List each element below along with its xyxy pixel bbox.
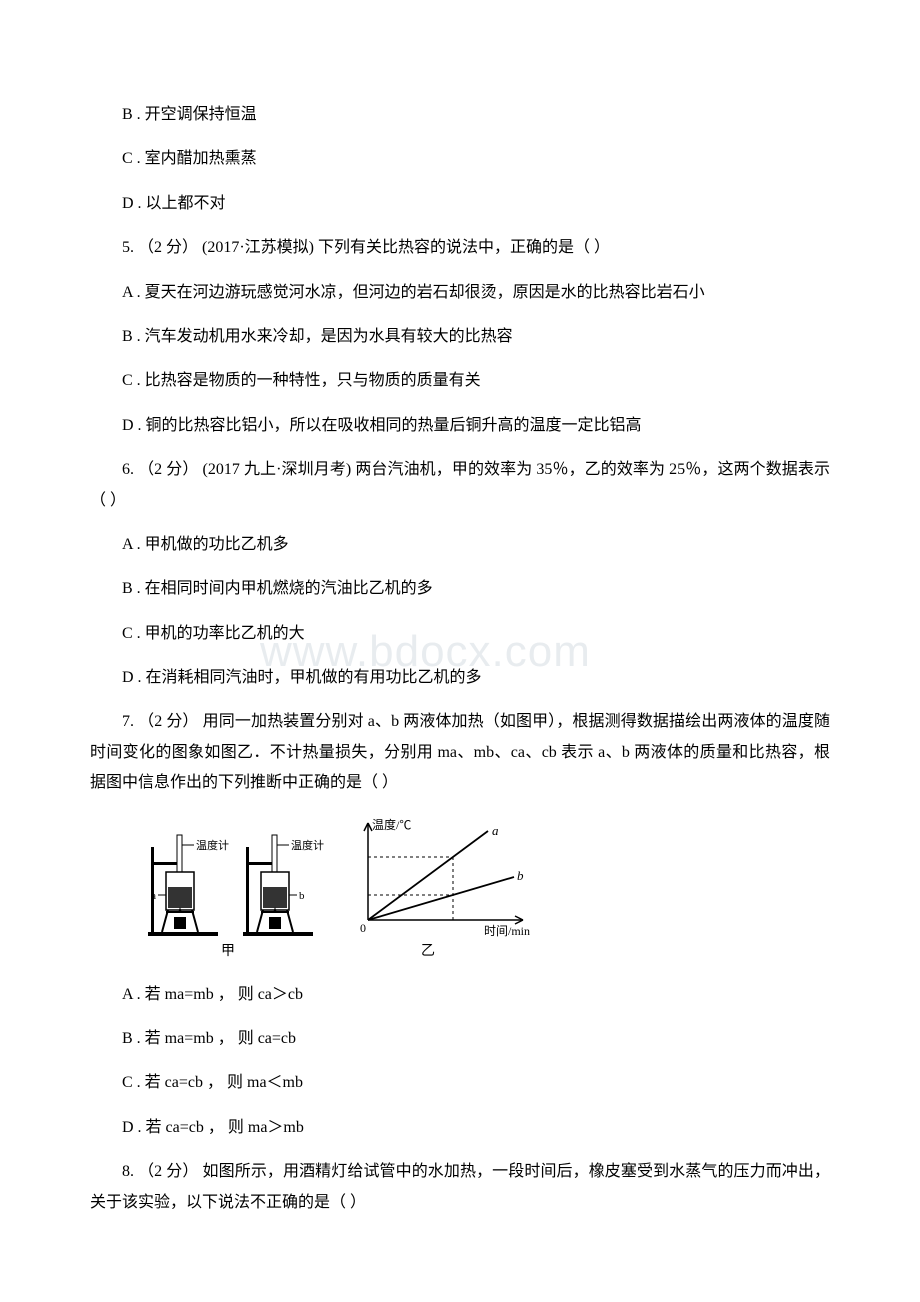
question-7-option-d: D . 若 ca=cb ， 则 ma＞mb xyxy=(90,1113,830,1143)
question-6-option-d: D . 在消耗相同汽油时，甲机做的有用功比乙机的多 xyxy=(90,663,830,693)
question-7-option-a: A . 若 ma=mb ， 则 ca＞cb xyxy=(90,980,830,1010)
figure-container: 温度计 a 温度计 b xyxy=(138,817,830,962)
chart-line-a-label: a xyxy=(492,823,499,838)
chart-y-label: 温度/℃ xyxy=(372,817,411,832)
question-6-option-c: C . 甲机的功率比乙机的大 xyxy=(90,619,830,649)
chart-line-b-label: b xyxy=(517,868,524,883)
question-6: 6. （2 分） (2017 九上·深圳月考) 两台汽油机，甲的效率为 35％，… xyxy=(90,455,830,516)
option-b-prev: B . 开空调保持恒温 xyxy=(90,100,830,130)
apparatus-figure: 温度计 a 温度计 b xyxy=(138,817,328,962)
question-5-option-c: C . 比热容是物质的一种特性，只与物质的质量有关 xyxy=(90,366,830,396)
question-5-option-a: A . 夏天在河边游玩感觉河水凉，但河边的岩石却很烫，原因是水的比热容比岩石小 xyxy=(90,278,830,308)
question-5-option-b: B . 汽车发动机用水来冷却，是因为水具有较大的比热容 xyxy=(90,322,830,352)
question-7: 7. （2 分） 用同一加热装置分别对 a、b 两液体加热（如图甲），根据测得数… xyxy=(90,707,830,798)
thermo-label-left: 温度计 xyxy=(196,838,229,852)
question-6-option-a: A . 甲机做的功比乙机多 xyxy=(90,530,830,560)
document-body: B . 开空调保持恒温 C . 室内醋加热熏蒸 D . 以上都不对 5. （2 … xyxy=(90,100,830,1218)
question-5: 5. （2 分） (2017·江苏模拟) 下列有关比热容的说法中，正确的是（ ） xyxy=(90,233,830,263)
option-c-prev: C . 室内醋加热熏蒸 xyxy=(90,144,830,174)
thermo-label-right: 温度计 xyxy=(291,838,324,852)
apparatus-caption: 甲 xyxy=(221,944,235,959)
chart-figure: 温度/℃ 时间/min 0 a b 乙 xyxy=(358,817,533,962)
svg-text:b: b xyxy=(299,890,305,902)
question-5-option-d: D . 铜的比热容比铝小，所以在吸收相同的热量后铜升高的温度一定比铝高 xyxy=(90,411,830,441)
chart-x-label: 时间/min xyxy=(484,924,530,938)
svg-text:a: a xyxy=(151,890,156,902)
question-6-option-b: B . 在相同时间内甲机燃烧的汽油比乙机的多 xyxy=(90,574,830,604)
question-7-option-c: C . 若 ca=cb ， 则 ma＜mb xyxy=(90,1068,830,1098)
question-8: 8. （2 分） 如图所示，用酒精灯给试管中的水加热，一段时间后，橡皮塞受到水蒸… xyxy=(90,1157,830,1218)
question-7-option-b: B . 若 ma=mb ， 则 ca=cb xyxy=(90,1024,830,1054)
option-d-prev: D . 以上都不对 xyxy=(90,189,830,219)
svg-text:0: 0 xyxy=(360,921,366,935)
chart-caption: 乙 xyxy=(421,943,435,959)
